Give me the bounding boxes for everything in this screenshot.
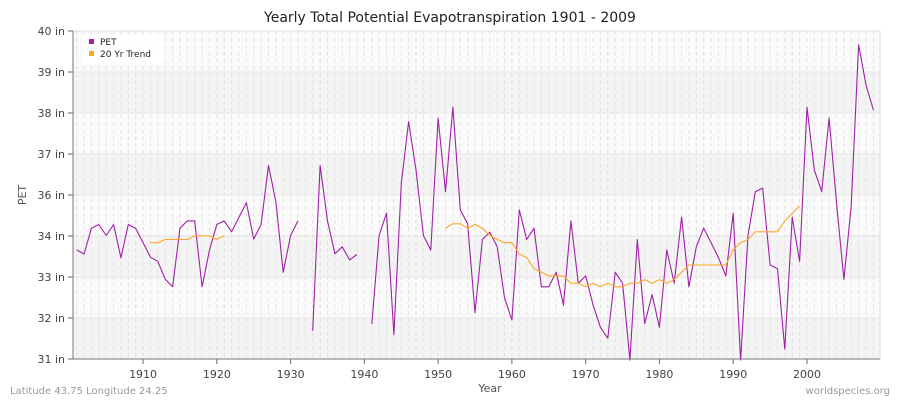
x-tick-labels: 1910 1920 1930 1940 1950 1960 1970 1980 1990 2000: [129, 368, 821, 381]
pet-series-line: [76, 44, 874, 361]
y-tick-label: 37 in: [37, 148, 65, 161]
trend-series-line: [150, 205, 800, 288]
legend-label-trend: 20 Yr Trend: [100, 50, 151, 60]
y-axis-label: PET: [16, 185, 29, 206]
legend: PET 20 Yr Trend: [82, 34, 164, 64]
x-tick-label: 1920: [203, 368, 231, 381]
background-band: [73, 236, 880, 277]
background-band: [73, 154, 880, 195]
y-tick-label: 40 in: [37, 25, 65, 38]
background-band: [73, 113, 880, 154]
legend-swatch-pet: [89, 39, 94, 44]
x-axis-label: Year: [477, 382, 502, 395]
x-tick-label: 2000: [793, 368, 821, 381]
axes: [68, 30, 881, 364]
y-tick-label: 32 in: [37, 312, 65, 325]
x-tick-label: 1950: [424, 368, 452, 381]
series-lines: [76, 44, 874, 361]
x-tick-label: 1930: [277, 368, 305, 381]
x-tick-label: 1960: [498, 368, 526, 381]
x-tick-label: 1970: [572, 368, 600, 381]
legend-label-pet: PET: [100, 38, 117, 48]
chart-title: Yearly Total Potential Evapotranspiratio…: [263, 10, 636, 26]
y-tick-label: 38 in: [37, 107, 65, 120]
y-tick-label: 31 in: [37, 353, 65, 366]
y-tick-label: 36 in: [37, 189, 65, 202]
footer-site: worldspecies.org: [806, 386, 890, 397]
background-band: [73, 318, 880, 359]
footer-coordinates: Latitude 43.75 Longitude 24.25: [10, 386, 168, 397]
background-band: [73, 195, 880, 236]
y-tick-labels: 31 in 32 in 33 in 34 in 36 in 37 in 38 in 39 in…: [37, 25, 65, 366]
y-tick-label: 34 in: [37, 230, 65, 243]
legend-box: [82, 34, 164, 64]
background-band: [73, 31, 880, 72]
y-tick-label: 39 in: [37, 66, 65, 79]
x-tick-label: 1940: [350, 368, 378, 381]
background-band: [73, 72, 880, 113]
x-tick-label: 1990: [719, 368, 747, 381]
x-tick-label: 1980: [645, 368, 673, 381]
legend-swatch-trend: [89, 51, 94, 56]
y-tick-label: 33 in: [37, 271, 65, 284]
x-tick-label: 1910: [129, 368, 157, 381]
